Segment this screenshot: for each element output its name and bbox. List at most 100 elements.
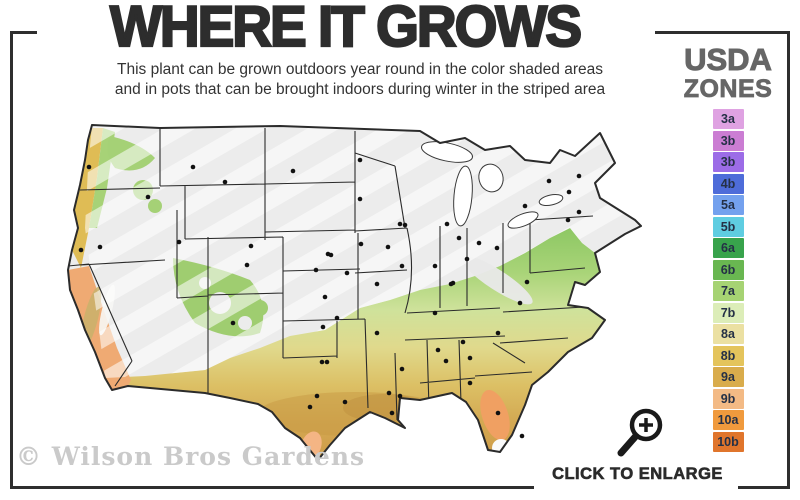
- city-dot: [307, 404, 313, 410]
- city-dot: [402, 222, 408, 228]
- city-dot: [494, 245, 500, 251]
- zone-chip-3b: 3b: [712, 130, 744, 151]
- city-dot: [432, 310, 438, 316]
- city-dot: [385, 244, 391, 250]
- enlarge-control[interactable]: CLICK TO ENLARGE: [540, 403, 735, 484]
- city-dot: [97, 244, 103, 250]
- city-dot: [444, 221, 450, 227]
- city-dot: [566, 189, 572, 195]
- city-dot: [435, 347, 441, 353]
- city-dot: [495, 410, 501, 416]
- page-title: WHERE IT GROWS: [109, 0, 583, 59]
- watermark: © Wilson Bros Gardens: [16, 442, 366, 471]
- city-dot: [576, 209, 582, 215]
- city-dot: [467, 355, 473, 361]
- city-dot: [357, 157, 363, 163]
- frame-bottom-right-segment: [738, 486, 790, 489]
- city-dot: [319, 359, 325, 365]
- city-dot: [495, 330, 501, 336]
- legend-title-usda: USDA: [684, 42, 773, 77]
- city-dot: [519, 433, 525, 439]
- city-dot: [464, 256, 470, 262]
- city-dot: [476, 240, 482, 246]
- zone-chip-8b: 8b: [712, 345, 744, 366]
- zone-list: 3a 3b 3b 4b 5a 5b 6a 6b 7a 7b 8a 8b 9a 9b 10a 10b: [672, 109, 784, 452]
- city-dot: [248, 243, 254, 249]
- city-dot: [456, 235, 462, 241]
- us-hardiness-zones-map[interactable]: [55, 108, 670, 470]
- city-dot: [230, 320, 236, 326]
- zone-chip-3a: 3a: [712, 109, 744, 129]
- city-dot: [322, 294, 328, 300]
- city-dot: [517, 300, 523, 306]
- zone-chip-10a: 10a: [712, 410, 744, 430]
- zone-chip-3b: 3b: [712, 152, 744, 172]
- city-dot: [320, 324, 326, 330]
- zone-chip-7a: 7a: [712, 281, 744, 301]
- enlarge-label[interactable]: CLICK TO ENLARGE: [552, 465, 723, 484]
- map-color-shaded-area: [105, 228, 605, 460]
- city-dot: [342, 399, 348, 405]
- city-dot: [576, 173, 582, 179]
- lake-ontario: [538, 194, 564, 206]
- legend-title-zones: ZONES: [683, 75, 773, 103]
- subtitle-line-1: This plant can be grown outdoors year ro…: [117, 61, 603, 78]
- frame-right-border: [787, 31, 790, 489]
- lake-erie: [507, 211, 539, 229]
- city-dot: [176, 239, 182, 245]
- us-outline: [67, 124, 642, 461]
- city-dot: [86, 164, 92, 170]
- city-dots-layer: [78, 157, 582, 439]
- frame-top-right-segment: [655, 31, 790, 34]
- city-dot: [334, 315, 340, 321]
- city-dot: [443, 358, 449, 364]
- usda-zones-legend: USDA ZONES 3a 3b 3b 4b 5a 5b 6a 6b 7a 7b 8a 8b 9a 9b 1…: [672, 44, 784, 453]
- city-dot: [448, 281, 454, 287]
- magnifier-zoom-icon[interactable]: [603, 403, 673, 463]
- city-dot: [386, 390, 392, 396]
- zone-chip-7b: 7b: [712, 302, 744, 323]
- city-dot: [389, 410, 395, 416]
- zone-chip-9a: 9a: [712, 367, 744, 387]
- zone-chip-6b: 6b: [712, 259, 744, 280]
- zone-chip-4b: 4b: [712, 173, 744, 194]
- city-dot: [522, 203, 528, 209]
- city-dot: [374, 330, 380, 336]
- city-dot: [78, 247, 84, 253]
- subtitle: This plant can be grown outdoors year ro…: [60, 60, 660, 101]
- city-dot: [399, 263, 405, 269]
- city-dot: [190, 164, 196, 170]
- city-dot: [290, 168, 296, 174]
- subtitle-line-2: and in pots that can be brought indoors …: [114, 81, 606, 99]
- city-dot: [524, 279, 530, 285]
- lake-superior: [420, 141, 474, 163]
- city-dot: [546, 178, 552, 184]
- city-dot: [460, 339, 466, 345]
- lake-michigan: [453, 165, 473, 227]
- city-dot: [374, 281, 380, 287]
- city-dot: [344, 270, 350, 276]
- lake-huron: [478, 163, 504, 193]
- city-dot: [358, 241, 364, 247]
- city-dot: [467, 380, 473, 386]
- zone-chip-10b: 10b: [712, 431, 744, 452]
- city-dot: [145, 194, 151, 200]
- great-lakes: [420, 141, 564, 229]
- state-borders: [68, 128, 601, 421]
- city-dot: [222, 179, 228, 185]
- frame-top-left-segment: [10, 31, 37, 34]
- zone-chip-5b: 5b: [712, 216, 744, 237]
- frame-bottom-left-segment: [10, 486, 534, 489]
- city-dot: [357, 196, 363, 202]
- city-dot: [397, 393, 403, 399]
- city-dot: [244, 262, 250, 268]
- city-dot: [328, 252, 334, 258]
- city-dot: [565, 217, 571, 223]
- zone-chip-6a: 6a: [712, 238, 744, 258]
- city-dot: [397, 221, 403, 227]
- city-dot: [313, 267, 319, 273]
- city-dot: [324, 359, 330, 365]
- city-dot: [432, 263, 438, 269]
- city-dot: [314, 393, 320, 399]
